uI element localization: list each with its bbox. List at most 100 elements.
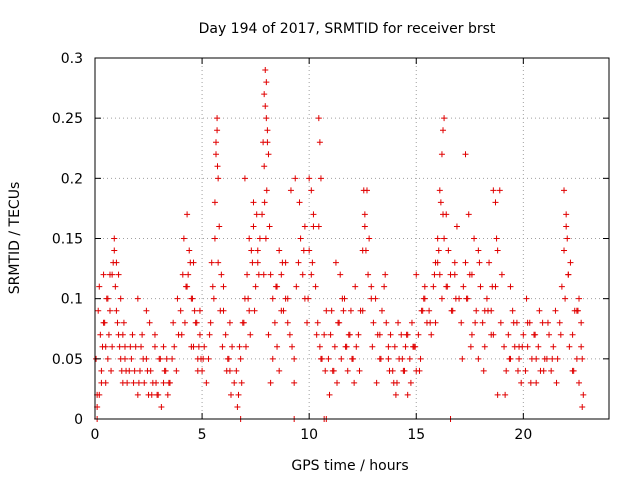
data-point — [563, 223, 570, 230]
data-point — [480, 367, 487, 374]
data-point — [385, 343, 392, 350]
data-point — [108, 367, 115, 374]
data-point — [557, 331, 564, 338]
data-point — [362, 247, 369, 254]
data-point — [287, 187, 294, 194]
data-point — [476, 259, 483, 266]
data-point — [494, 391, 501, 398]
data-point — [390, 379, 397, 386]
data-point — [171, 343, 178, 350]
data-point — [413, 271, 420, 278]
data-point — [473, 307, 480, 314]
x-axis-label: GPS time / hours — [291, 458, 408, 474]
data-point — [276, 367, 283, 374]
data-point — [490, 187, 497, 194]
data-point — [236, 343, 243, 350]
data-point — [494, 247, 501, 254]
data-point — [160, 379, 167, 386]
data-point — [151, 343, 158, 350]
data-point — [426, 307, 433, 314]
data-point — [578, 343, 585, 350]
data-point — [483, 295, 490, 302]
data-point — [368, 283, 375, 290]
data-point — [477, 283, 484, 290]
data-point — [263, 115, 270, 122]
y-tick-label: 0.05 — [52, 352, 83, 368]
data-point — [475, 355, 482, 362]
data-point — [408, 319, 415, 326]
data-point — [421, 283, 428, 290]
data-point — [552, 307, 559, 314]
data-point — [113, 307, 120, 314]
data-point — [310, 223, 317, 230]
data-point — [148, 391, 155, 398]
data-point — [361, 211, 368, 218]
data-point — [264, 127, 271, 134]
data-point — [554, 355, 561, 362]
data-point — [308, 187, 315, 194]
data-point — [279, 259, 286, 266]
data-point — [437, 199, 444, 206]
data-point — [138, 343, 145, 350]
data-point — [251, 307, 258, 314]
data-point — [245, 295, 252, 302]
data-point — [226, 319, 233, 326]
data-point — [213, 139, 220, 146]
data-point — [261, 199, 268, 206]
data-point — [155, 391, 162, 398]
data-point — [214, 127, 221, 134]
data-point — [189, 295, 196, 302]
data-point — [304, 319, 311, 326]
data-point — [535, 343, 542, 350]
data-point — [265, 331, 272, 338]
data-point — [98, 367, 105, 374]
data-point — [105, 331, 112, 338]
data-point — [543, 355, 550, 362]
data-point — [178, 331, 185, 338]
data-point — [106, 307, 113, 314]
data-point — [241, 175, 248, 182]
data-point — [112, 283, 119, 290]
data-point — [401, 367, 408, 374]
data-point — [191, 307, 198, 314]
data-point — [350, 355, 357, 362]
data-point — [240, 319, 247, 326]
data-point — [463, 295, 470, 302]
data-point — [190, 259, 197, 266]
data-point — [441, 235, 448, 242]
data-point — [130, 379, 137, 386]
data-point — [321, 331, 328, 338]
data-point — [448, 307, 455, 314]
data-point — [404, 391, 411, 398]
data-point — [246, 235, 253, 242]
data-point — [246, 307, 253, 314]
data-point — [436, 187, 443, 194]
data-point — [205, 355, 212, 362]
data-point — [113, 259, 120, 266]
data-point — [129, 331, 136, 338]
data-point — [244, 271, 251, 278]
data-point — [533, 379, 540, 386]
data-point — [267, 271, 274, 278]
data-point — [158, 403, 165, 410]
data-point — [533, 355, 540, 362]
data-point — [550, 343, 557, 350]
axis-ticks: 0 5 10 15 20 0 0.05 0.1 0.15 0.2 0.25 0.3 — [52, 51, 609, 443]
data-point — [291, 379, 298, 386]
data-point — [435, 247, 442, 254]
data-point — [514, 367, 521, 374]
data-point — [196, 331, 203, 338]
data-point — [553, 379, 560, 386]
data-point — [579, 403, 586, 410]
data-point — [231, 379, 238, 386]
data-point — [144, 367, 151, 374]
data-point — [369, 343, 376, 350]
data-point — [503, 367, 510, 374]
data-point — [164, 391, 171, 398]
data-point — [100, 319, 107, 326]
data-point — [128, 355, 135, 362]
data-point — [493, 235, 500, 242]
data-point — [169, 355, 176, 362]
data-point — [489, 283, 496, 290]
